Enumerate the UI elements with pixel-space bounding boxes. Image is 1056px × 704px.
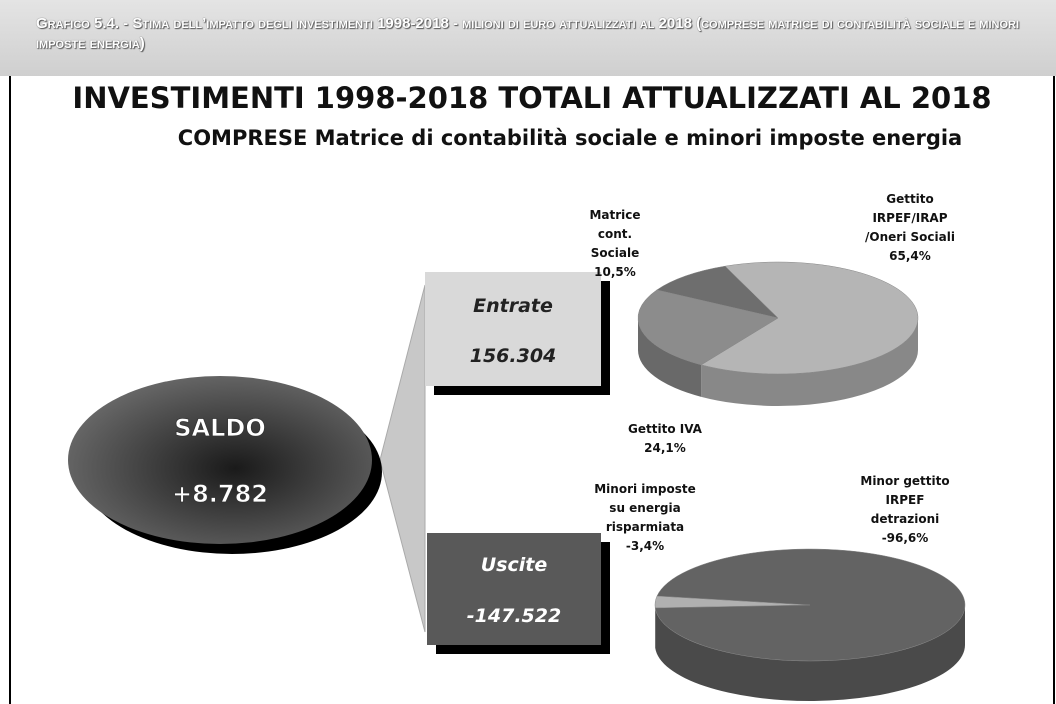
pie-slice: [700, 261, 919, 375]
saldo-label: SALDO: [174, 414, 265, 442]
slice-label: Matrice cont. Sociale: [589, 208, 641, 260]
pie-side: [655, 605, 965, 701]
uscite-label: Uscite: [481, 554, 548, 576]
slice-value: 24,1%: [644, 441, 686, 455]
pie-slice: [654, 548, 966, 662]
pie-side: [638, 318, 702, 397]
connector: [379, 284, 426, 633]
slice-label: Gettito IVA: [628, 422, 702, 436]
title: INVESTIMENTI 1998-2018 TOTALI ATTUALIZZA…: [72, 81, 991, 115]
header-band: Grafico 5.4. - Stima dell’impatto degli …: [0, 0, 1056, 76]
pie-slice: [656, 265, 779, 319]
pie-slice: [637, 289, 779, 366]
header-text: Grafico 5.4. - Stima dell’impatto degli …: [36, 15, 1019, 52]
uscite-value: -147.522: [467, 605, 561, 627]
slice-label: Minor gettito IRPEF detrazioni: [860, 474, 950, 526]
slice-label: Minori imposte su energia risparmiata: [594, 482, 696, 534]
saldo-ellipse: [68, 376, 372, 544]
entrate-label: Entrate: [473, 295, 553, 317]
entrate-value: 156.304: [470, 345, 557, 367]
slice-value: -3,4%: [625, 539, 665, 553]
pie-side: [701, 318, 918, 406]
slice-label: Gettito IRPEF/IRAP /Oneri Sociali: [865, 192, 955, 244]
uscite-box: [427, 533, 601, 645]
slice-value: 10,5%: [594, 265, 636, 279]
slice-value: 65,4%: [889, 249, 931, 263]
entrate-box: [425, 272, 601, 386]
subtitle: COMPRESE Matrice di contabilità sociale …: [178, 126, 962, 150]
slice-value: -96,6%: [881, 531, 929, 545]
saldo-value: +8.782: [172, 480, 268, 508]
